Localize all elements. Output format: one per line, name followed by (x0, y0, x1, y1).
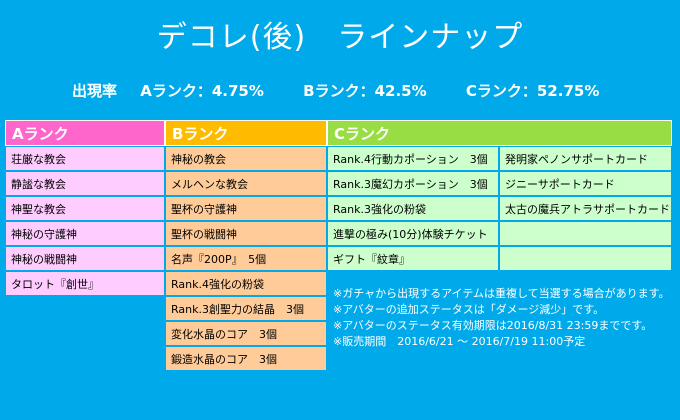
rank-c-column: Cランク Rank.4行動カポーション 3個 発明家ペノンサポートカード Ran… (327, 120, 672, 271)
rank-a-item: タロット『創世』 (5, 271, 165, 296)
rank-b-item: 名声『200P』 5個 (165, 246, 327, 271)
note-duplicate: ※ガチャから出現するアイテムは重複して当選する場合があります。 (333, 287, 670, 300)
rate-label: 出現率 (72, 82, 118, 100)
page-title: デコレ(後) ラインナップ (156, 20, 524, 55)
rank-c-row: Rank.3魔幻カポーション 3個 ジニーサポートカード (327, 171, 672, 196)
rank-c-item: Rank.3強化の粉袋 (327, 196, 499, 221)
note-avatar-status: ※アバターの追加ステータスは「ダメージ減少」です。 (333, 303, 605, 316)
rate-a: Aランク：4.75% (140, 82, 264, 100)
rank-a-item: 神聖な教会 (5, 196, 165, 221)
rank-b-item: 変化水晶のコア 3個 (165, 321, 327, 346)
note-expiry: ※アバターのステータス有効期限は2016/8/31 23:59までです。 (333, 319, 653, 332)
rank-b-item: 神秘の教会 (165, 146, 327, 171)
rank-c-item: 進撃の極み(10分)体験チケット (327, 221, 499, 246)
rank-b-item: Rank.4強化の粉袋 (165, 271, 327, 296)
rank-a-item: 神秘の守護神 (5, 221, 165, 246)
rank-b-item: メルヘンな教会 (165, 171, 327, 196)
rank-b-item: 鍛造水晶のコア 3個 (165, 346, 327, 371)
rate-c: Cランク：52.75% (465, 82, 600, 100)
rank-c-header: Cランク (327, 120, 672, 146)
rank-c-item: Rank.4行動カポーション 3個 (327, 146, 499, 171)
note-sale-period: ※販売期間 2016/6/21 ～ 2016/7/19 11:00予定 (333, 335, 586, 348)
rank-a-item: 静謐な教会 (5, 171, 165, 196)
rank-c-item: 発明家ペノンサポートカード (499, 146, 672, 171)
rank-a-column: Aランク 荘厳な教会 静謐な教会 神聖な教会 神秘の守護神 神秘の戦闘神 タロッ… (5, 120, 165, 296)
rank-a-item: 荘厳な教会 (5, 146, 165, 171)
rank-a-item: 神秘の戦闘神 (5, 246, 165, 271)
rank-c-item: Rank.3魔幻カポーション 3個 (327, 171, 499, 196)
rank-b-item: 聖杯の戦闘神 (165, 221, 327, 246)
rank-b-header: Bランク (165, 120, 327, 146)
rank-c-item: 太古の魔兵アトラサポートカード (499, 196, 672, 221)
rank-c-item (499, 221, 672, 246)
rank-c-row: Rank.4行動カポーション 3個 発明家ペノンサポートカード (327, 146, 672, 171)
rank-c-row: ギフト『紋章』 (327, 246, 672, 271)
notes: ※ガチャから出現するアイテムは重複して当選する場合があります。 ※アバターの追加… (333, 286, 673, 350)
rank-c-row: 進撃の極み(10分)体験チケット (327, 221, 672, 246)
rank-c-item (499, 246, 672, 271)
rank-c-item: ジニーサポートカード (499, 171, 672, 196)
rank-c-row: Rank.3強化の粉袋 太古の魔兵アトラサポートカード (327, 196, 672, 221)
rank-b-item: Rank.3創聖力の結晶 3個 (165, 296, 327, 321)
rate-b: Bランク：42.5% (303, 82, 427, 100)
rank-b-column: Bランク 神秘の教会 メルヘンな教会 聖杯の守護神 聖杯の戦闘神 名声『200P… (165, 120, 327, 371)
rank-a-header: Aランク (5, 120, 165, 146)
rank-c-item: ギフト『紋章』 (327, 246, 499, 271)
rank-b-item: 聖杯の守護神 (165, 196, 327, 221)
appearance-rates: 出現率 Aランク：4.75% Bランク：42.5% Cランク：52.75% (72, 80, 599, 101)
